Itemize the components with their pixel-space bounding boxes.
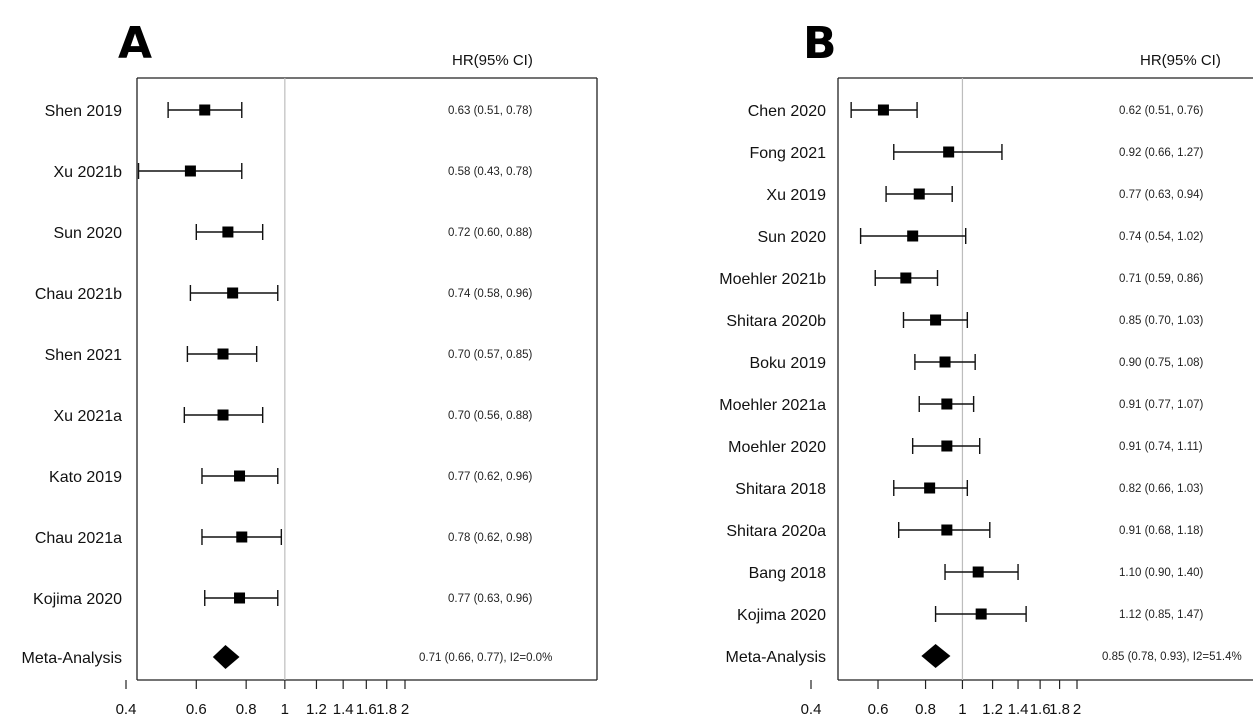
hr-ci-text: 1.10 (0.90, 1.40)	[1119, 567, 1204, 579]
hr-ci-text: 0.91 (0.68, 1.18)	[1119, 525, 1204, 537]
study-label: Chen 2020	[748, 103, 826, 120]
study-label: Bang 2018	[749, 565, 827, 582]
hr-ci-text: 0.92 (0.66, 1.27)	[1119, 147, 1204, 159]
study-label: Xu 2019	[766, 187, 826, 204]
study-label: Kato 2019	[49, 469, 122, 486]
hr-ci-text: 0.74 (0.58, 0.96)	[448, 288, 533, 300]
x-tick-label: 1.8	[376, 701, 397, 718]
x-tick-label: 0.4	[801, 701, 822, 718]
summary-diamond	[921, 644, 951, 668]
hr-ci-text: 0.91 (0.77, 1.07)	[1119, 399, 1204, 411]
hr-point	[943, 146, 955, 158]
hr-point	[236, 531, 248, 543]
hr-ci-text: 0.63 (0.51, 0.78)	[448, 105, 533, 117]
hr-point	[227, 287, 239, 299]
hr-point	[900, 272, 912, 284]
hr-ci-text: 0.71 (0.59, 0.86)	[1119, 273, 1204, 285]
study-label: Moehler 2020	[728, 439, 826, 456]
x-tick-label: 2	[401, 701, 409, 718]
summary-ci-text: 0.85 (0.78, 0.93), I2=51.4%	[1102, 651, 1242, 663]
hr-ci-text: 0.74 (0.54, 1.02)	[1119, 231, 1204, 243]
hr-point	[234, 470, 246, 482]
x-tick-label: 1	[958, 701, 966, 718]
hr-ci-text: 1.12 (0.85, 1.47)	[1119, 609, 1204, 621]
study-label: Kojima 2020	[737, 607, 826, 624]
x-tick-label: 1.2	[306, 701, 327, 718]
x-tick-label: 0.6	[186, 701, 207, 718]
hr-point	[941, 440, 953, 452]
hr-point	[972, 566, 984, 578]
study-label: Chau 2021b	[35, 286, 122, 303]
hr-point	[941, 398, 953, 410]
study-label: Sun 2020	[53, 225, 122, 242]
hr-ci-text: 0.70 (0.56, 0.88)	[448, 410, 533, 422]
summary-diamond	[212, 645, 240, 669]
panel-label-b: B	[803, 18, 837, 69]
panel-a: A HR(95% CI) 0.4 0.6 0.8 1 1.2 1.4 1.6 1.8 2 Shen…	[22, 18, 598, 718]
hr-ci-text: 0.72 (0.60, 0.88)	[448, 227, 533, 239]
study-label: Xu 2021a	[53, 408, 122, 425]
panel-b: B HR(95% CI) 0.4 0.6 0.8 1 1.2 1.4 1.61.8 2 Chen…	[719, 18, 1253, 718]
hr-point	[222, 226, 234, 238]
hr-point	[975, 608, 987, 620]
hr-point	[184, 165, 196, 177]
study-label: Shen 2021	[45, 347, 123, 364]
x-tick-label: 0.6	[868, 701, 889, 718]
hr-point	[199, 104, 211, 116]
panel-b-header: HR(95% CI)	[1140, 52, 1221, 69]
hr-point	[877, 104, 889, 116]
hr-ci-text: 0.78 (0.62, 0.98)	[448, 532, 533, 544]
hr-ci-text: 0.90 (0.75, 1.08)	[1119, 357, 1204, 369]
hr-point	[941, 524, 953, 536]
x-tick-label: 2	[1073, 701, 1081, 718]
study-label: Shitara 2018	[735, 481, 826, 498]
summary-label: Meta-Analysis	[22, 650, 122, 667]
x-tick-label: 1	[281, 701, 289, 718]
hr-point	[930, 314, 942, 326]
x-tick-label: 1.6	[1030, 701, 1051, 718]
hr-ci-text: 0.82 (0.66, 1.03)	[1119, 483, 1204, 495]
study-label: Xu 2021b	[53, 164, 122, 181]
study-label: Moehler 2021b	[719, 271, 826, 288]
hr-point	[217, 409, 229, 421]
hr-ci-text: 0.70 (0.57, 0.85)	[448, 349, 533, 361]
x-tick-label: 1.4	[333, 701, 354, 718]
hr-ci-text: 0.77 (0.62, 0.96)	[448, 471, 533, 483]
x-tick-label: 0.4	[116, 701, 137, 718]
summary-label: Meta-Analysis	[726, 649, 826, 666]
hr-ci-text: 0.58 (0.43, 0.78)	[448, 166, 533, 178]
hr-point	[907, 230, 919, 242]
study-label: Chau 2021a	[35, 530, 122, 547]
hr-point	[217, 348, 229, 360]
x-tick-label: 0.8	[236, 701, 257, 718]
x-tick-label: 1.6	[356, 701, 377, 718]
panel-label-a: A	[118, 18, 152, 69]
x-tick-label: 1.2	[982, 701, 1003, 718]
study-label: Boku 2019	[749, 355, 826, 372]
study-label: Moehler 2021a	[719, 397, 826, 414]
hr-ci-text: 0.77 (0.63, 0.96)	[448, 593, 533, 605]
hr-ci-text: 0.77 (0.63, 0.94)	[1119, 189, 1204, 201]
x-tick-label: 1.4	[1008, 701, 1029, 718]
hr-point	[939, 356, 951, 368]
study-label: Kojima 2020	[33, 591, 122, 608]
summary-ci-text: 0.71 (0.66, 0.77), I2=0.0%	[419, 652, 552, 664]
hr-point	[924, 482, 936, 494]
hr-ci-text: 0.85 (0.70, 1.03)	[1119, 315, 1204, 327]
study-label: Fong 2021	[749, 145, 826, 162]
study-label: Shen 2019	[45, 103, 123, 120]
hr-ci-text: 0.91 (0.74, 1.11)	[1119, 441, 1203, 453]
hr-point	[913, 188, 925, 200]
hr-ci-text: 0.62 (0.51, 0.76)	[1119, 105, 1204, 117]
x-tick-label: 0.8	[915, 701, 936, 718]
study-label: Shitara 2020a	[726, 523, 826, 540]
study-label: Sun 2020	[757, 229, 826, 246]
panel-a-header: HR(95% CI)	[452, 52, 533, 69]
hr-point	[234, 592, 246, 604]
x-tick-label: 1.8	[1049, 701, 1070, 718]
study-label: Shitara 2020b	[726, 313, 826, 330]
